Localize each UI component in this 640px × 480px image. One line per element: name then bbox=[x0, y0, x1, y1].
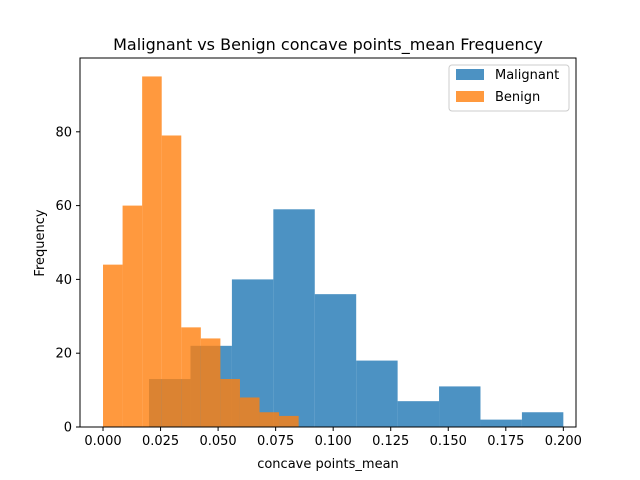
x-tick-label: 0.100 bbox=[315, 434, 352, 449]
series-benign bbox=[103, 76, 299, 428]
histogram-bar bbox=[314, 294, 357, 427]
chart-title: Malignant vs Benign concave points_mean … bbox=[113, 35, 543, 55]
x-axis-label: concave points_mean bbox=[257, 457, 399, 472]
histogram-bar bbox=[439, 386, 481, 427]
x-axis: 0.000 0.025 0.050 0.075 0.100 0.125 0.150 0.175… bbox=[84, 427, 582, 449]
legend-label-malignant: Malignant bbox=[495, 68, 559, 83]
legend-swatch-benign bbox=[456, 91, 484, 102]
histogram-bar bbox=[356, 360, 398, 427]
histogram-bar bbox=[103, 264, 123, 427]
histogram-bar bbox=[273, 209, 315, 427]
y-tick-label: 40 bbox=[55, 273, 72, 288]
histogram-bar bbox=[181, 327, 201, 427]
histogram-bar bbox=[259, 412, 280, 427]
histogram-bar bbox=[521, 412, 564, 427]
x-tick-label: 0.200 bbox=[545, 434, 582, 449]
histogram-bar bbox=[279, 415, 299, 427]
histogram-bar bbox=[480, 419, 522, 427]
histogram-bar bbox=[239, 397, 260, 427]
histogram-bar bbox=[122, 205, 143, 427]
y-tick-label: 20 bbox=[55, 347, 72, 362]
axes-frame bbox=[79, 57, 577, 428]
x-tick-label: 0.175 bbox=[487, 434, 524, 449]
y-axis-label: Frequency bbox=[33, 209, 48, 276]
histogram-bar bbox=[200, 338, 221, 427]
x-tick-label: 0.075 bbox=[257, 434, 294, 449]
y-axis: 0 20 40 60 80 bbox=[55, 125, 80, 436]
legend: Malignant Benign bbox=[448, 64, 570, 112]
y-tick-label: 80 bbox=[55, 125, 72, 140]
x-tick-label: 0.125 bbox=[372, 434, 409, 449]
histogram-bar bbox=[397, 401, 440, 427]
plot-area bbox=[103, 76, 564, 428]
y-tick-label: 60 bbox=[55, 199, 72, 214]
y-tick-label: 0 bbox=[64, 421, 72, 436]
x-tick-label: 0.050 bbox=[199, 434, 236, 449]
histogram-bar bbox=[220, 379, 240, 427]
legend-label-benign: Benign bbox=[495, 90, 540, 105]
histogram-bar bbox=[142, 76, 162, 427]
x-tick-label: 0.150 bbox=[430, 434, 467, 449]
legend-swatch-malignant bbox=[456, 69, 484, 80]
x-tick-label: 0.000 bbox=[84, 434, 121, 449]
histogram-bar bbox=[161, 135, 182, 428]
x-tick-label: 0.025 bbox=[142, 434, 179, 449]
